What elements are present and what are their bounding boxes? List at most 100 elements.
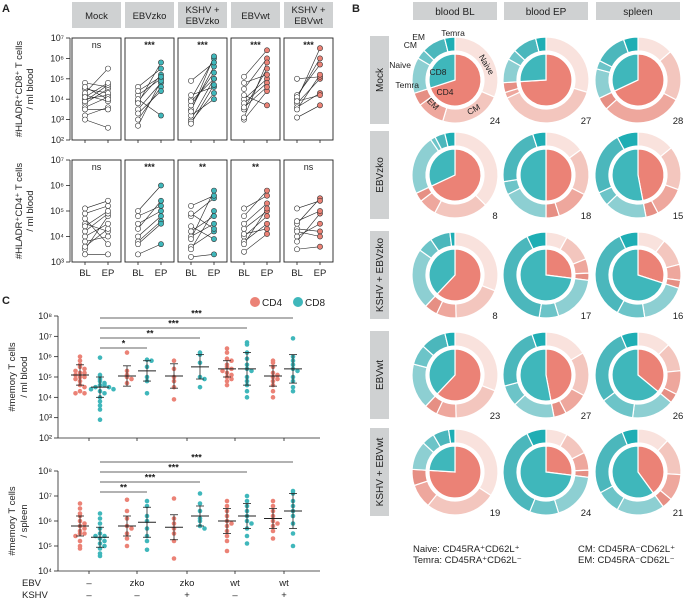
cd8-point (144, 390, 150, 396)
cd4-point (124, 497, 130, 503)
cd4-point (77, 354, 83, 359)
ep-point (317, 243, 323, 250)
pair-line (84, 223, 109, 232)
cd4-point (171, 358, 177, 364)
bl-point (294, 106, 300, 113)
pair-line (190, 78, 215, 102)
ep-point (211, 69, 217, 76)
ep-point (211, 220, 217, 227)
cd4-point (224, 538, 230, 544)
pair-line (137, 205, 162, 217)
cd8-point (244, 493, 250, 499)
x-tick-label-bl: BL (185, 268, 197, 279)
cd8-point (197, 501, 203, 506)
bl-point (135, 251, 141, 258)
bl-point (241, 248, 247, 255)
cd8-point (244, 541, 250, 546)
group-header-label: KSHV + (185, 5, 220, 16)
bl-point (294, 75, 300, 82)
cd4-point (77, 506, 83, 511)
cd4-point (171, 496, 177, 501)
cd8-point (97, 403, 103, 408)
donut-inner-cd8 (428, 348, 456, 395)
ep-point (211, 192, 217, 199)
pair-line (137, 82, 162, 110)
sample-count: 19 (490, 508, 501, 519)
y-tick-label: 10⁵ (38, 541, 52, 551)
pair-line (243, 78, 268, 100)
sample-count: 23 (490, 411, 501, 422)
donut-chart (411, 131, 499, 219)
bl-point (241, 114, 247, 121)
donut-outer-cd8-temra (526, 428, 547, 447)
donut-outer-cd8-naive (594, 68, 613, 100)
bl-point (294, 246, 300, 253)
ep-point (105, 197, 111, 204)
bl-point (82, 84, 88, 90)
donut-outer-cd8-temra (620, 331, 639, 350)
cd4-point (77, 501, 83, 506)
cd8-point (202, 526, 207, 531)
significance-label: ** (120, 483, 128, 493)
cd4-point (275, 521, 280, 526)
bl-point (135, 220, 141, 227)
ep-point (211, 213, 217, 219)
ep-point (264, 59, 270, 66)
donut-outer-cd8-temra (444, 331, 456, 348)
bl-point (241, 205, 247, 212)
y-tick-label: 10⁷ (39, 331, 52, 341)
ep-point (317, 233, 323, 240)
donut-inner-cd8 (519, 148, 547, 202)
cd8-point (290, 384, 296, 390)
donut-chart (594, 331, 682, 419)
significance-label: ns (92, 40, 102, 50)
ep-point (211, 225, 217, 232)
ep-point (158, 182, 164, 189)
donut-annotation-cd4: CD4 (436, 87, 453, 97)
bl-point (188, 223, 194, 230)
ep-point (211, 90, 217, 96)
cd8-point (97, 511, 103, 516)
y-tick-label: 10⁶ (50, 53, 64, 63)
cd4-point (73, 390, 78, 396)
cd8-point (102, 538, 107, 544)
significance-label: *** (145, 473, 156, 483)
cd4-point (224, 503, 230, 509)
cd4-point (129, 376, 134, 382)
ep-point (105, 241, 111, 248)
sample-count: 26 (673, 411, 683, 422)
bl-point (241, 92, 247, 99)
y-tick-label: 10⁴ (50, 232, 64, 242)
donut-outer-cd8-temra (618, 231, 639, 250)
significance-label: *** (197, 40, 208, 50)
bl-point (241, 79, 247, 86)
panel-label-b: B (352, 3, 360, 15)
ep-point (317, 45, 323, 52)
ep-point (264, 205, 270, 212)
donut-inner-cd8 (611, 445, 655, 499)
pair-line (296, 246, 321, 250)
pair-line (84, 68, 109, 94)
significance-label: ns (304, 162, 314, 172)
legend-cd8-swatch (293, 297, 303, 307)
ep-point (105, 79, 111, 86)
ep-point (158, 202, 164, 209)
pair-line (84, 223, 109, 237)
cd8-point (97, 399, 103, 404)
column-header-label: blood BL (435, 7, 475, 18)
ep-point (211, 82, 217, 88)
cd8-point (290, 531, 296, 536)
bl-point (135, 213, 141, 219)
donut-inner-cd4 (436, 348, 482, 402)
ep-point (317, 71, 323, 78)
pair-line (190, 254, 215, 258)
pair-line (296, 231, 321, 237)
cd8-point (97, 372, 103, 378)
ep-point (105, 225, 111, 232)
bl-point (135, 88, 141, 94)
pair-line (84, 94, 109, 102)
pair-line (190, 198, 215, 217)
bl-point (82, 238, 88, 245)
donut-inner-cd8 (519, 445, 573, 499)
sample-count: 21 (673, 508, 683, 519)
